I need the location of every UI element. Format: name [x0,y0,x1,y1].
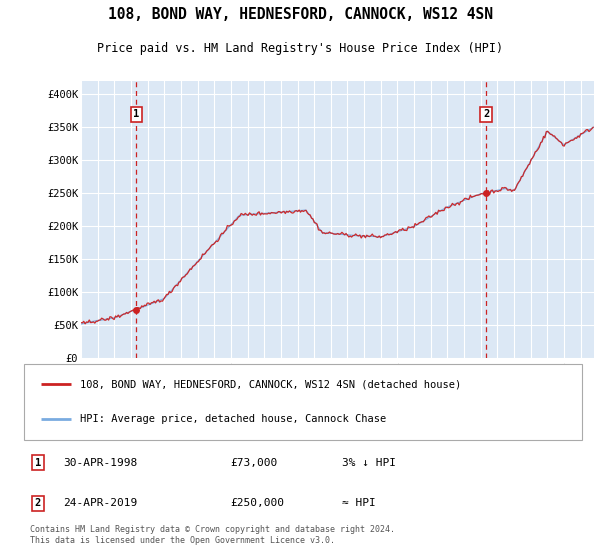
Text: Contains HM Land Registry data © Crown copyright and database right 2024.
This d: Contains HM Land Registry data © Crown c… [29,525,395,545]
Text: 1: 1 [133,109,140,119]
Text: 108, BOND WAY, HEDNESFORD, CANNOCK, WS12 4SN (detached house): 108, BOND WAY, HEDNESFORD, CANNOCK, WS12… [80,380,461,389]
Text: 24-APR-2019: 24-APR-2019 [63,498,137,508]
Text: £73,000: £73,000 [230,458,278,468]
Text: 3% ↓ HPI: 3% ↓ HPI [342,458,396,468]
Text: 108, BOND WAY, HEDNESFORD, CANNOCK, WS12 4SN: 108, BOND WAY, HEDNESFORD, CANNOCK, WS12… [107,7,493,22]
Text: 30-APR-1998: 30-APR-1998 [63,458,137,468]
Text: 2: 2 [483,109,489,119]
Text: £250,000: £250,000 [230,498,284,508]
Text: 1: 1 [35,458,41,468]
FancyBboxPatch shape [24,364,582,440]
Text: ≈ HPI: ≈ HPI [342,498,376,508]
Text: Price paid vs. HM Land Registry's House Price Index (HPI): Price paid vs. HM Land Registry's House … [97,42,503,55]
Text: HPI: Average price, detached house, Cannock Chase: HPI: Average price, detached house, Cann… [80,414,386,424]
Text: 2: 2 [35,498,41,508]
